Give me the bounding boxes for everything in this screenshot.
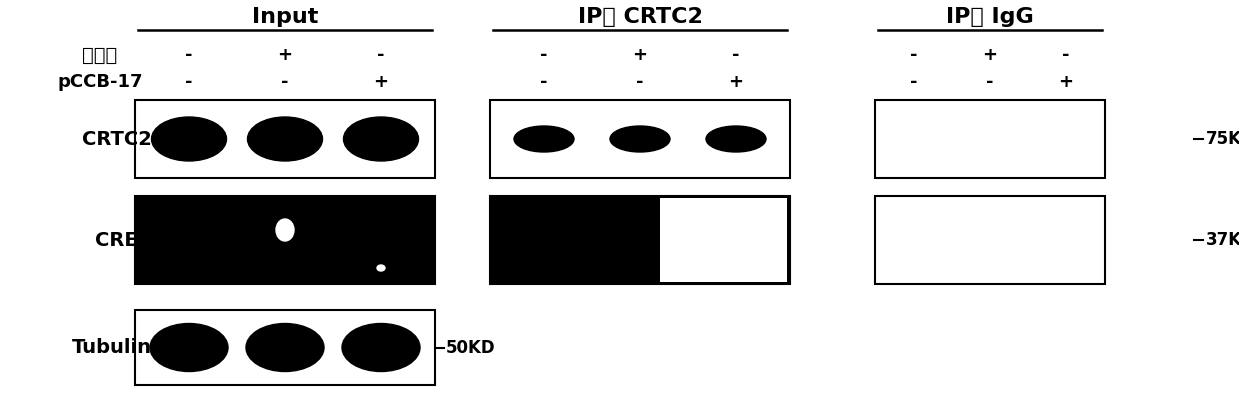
Bar: [135, 100, 435, 178]
Ellipse shape: [173, 331, 221, 355]
Ellipse shape: [494, 198, 615, 252]
Text: IP： IgG: IP： IgG: [947, 7, 1033, 27]
Bar: [660, 198, 787, 282]
Text: -: -: [732, 46, 740, 64]
Text: +: +: [729, 73, 743, 91]
Text: pCCB-17: pCCB-17: [57, 73, 142, 91]
Bar: [135, 310, 435, 385]
Text: IP： CRTC2: IP： CRTC2: [577, 7, 703, 27]
Text: +: +: [983, 46, 997, 64]
Ellipse shape: [173, 124, 219, 145]
Ellipse shape: [342, 323, 420, 372]
Ellipse shape: [150, 323, 228, 372]
Ellipse shape: [628, 130, 664, 143]
Ellipse shape: [517, 134, 559, 150]
Ellipse shape: [250, 338, 305, 367]
Ellipse shape: [347, 130, 400, 157]
Ellipse shape: [514, 126, 574, 152]
Text: 穿膜肽: 穿膜肽: [82, 46, 118, 65]
Ellipse shape: [366, 331, 413, 355]
Ellipse shape: [709, 134, 751, 150]
Ellipse shape: [247, 323, 325, 372]
Bar: [135, 196, 435, 284]
Ellipse shape: [346, 338, 400, 367]
Ellipse shape: [269, 331, 316, 355]
Text: Input: Input: [252, 7, 318, 27]
Text: -: -: [1062, 46, 1069, 64]
Bar: [489, 100, 790, 178]
Text: -: -: [911, 46, 918, 64]
Text: -: -: [186, 46, 193, 64]
Ellipse shape: [706, 126, 766, 152]
Text: -: -: [186, 73, 193, 91]
Bar: [489, 196, 790, 284]
Text: 37KD: 37KD: [1206, 231, 1239, 249]
Text: -: -: [540, 46, 548, 64]
Ellipse shape: [151, 117, 227, 161]
Bar: [875, 100, 1105, 178]
Ellipse shape: [154, 338, 208, 367]
Text: CREB: CREB: [94, 231, 152, 249]
Ellipse shape: [499, 240, 598, 270]
Text: 75KD: 75KD: [1206, 130, 1239, 148]
Text: -: -: [377, 46, 385, 64]
Ellipse shape: [366, 124, 411, 145]
Text: -: -: [637, 73, 644, 91]
Ellipse shape: [343, 117, 419, 161]
Text: +: +: [1058, 73, 1073, 91]
Text: 50KD: 50KD: [446, 339, 496, 356]
Ellipse shape: [248, 117, 322, 161]
Ellipse shape: [610, 126, 670, 152]
Ellipse shape: [155, 130, 208, 157]
Text: -: -: [911, 73, 918, 91]
Text: CRTC2: CRTC2: [82, 129, 152, 148]
Text: -: -: [986, 73, 994, 91]
Ellipse shape: [377, 265, 385, 271]
Text: +: +: [278, 46, 292, 64]
Text: +: +: [373, 73, 389, 91]
Text: +: +: [632, 46, 648, 64]
Text: -: -: [540, 73, 548, 91]
Ellipse shape: [252, 130, 304, 157]
Text: -: -: [281, 73, 289, 91]
Ellipse shape: [613, 134, 655, 150]
Bar: [875, 196, 1105, 284]
Text: Tubulin: Tubulin: [72, 338, 152, 357]
Ellipse shape: [270, 124, 315, 145]
Ellipse shape: [276, 219, 294, 241]
Ellipse shape: [724, 130, 760, 143]
Ellipse shape: [532, 130, 567, 143]
